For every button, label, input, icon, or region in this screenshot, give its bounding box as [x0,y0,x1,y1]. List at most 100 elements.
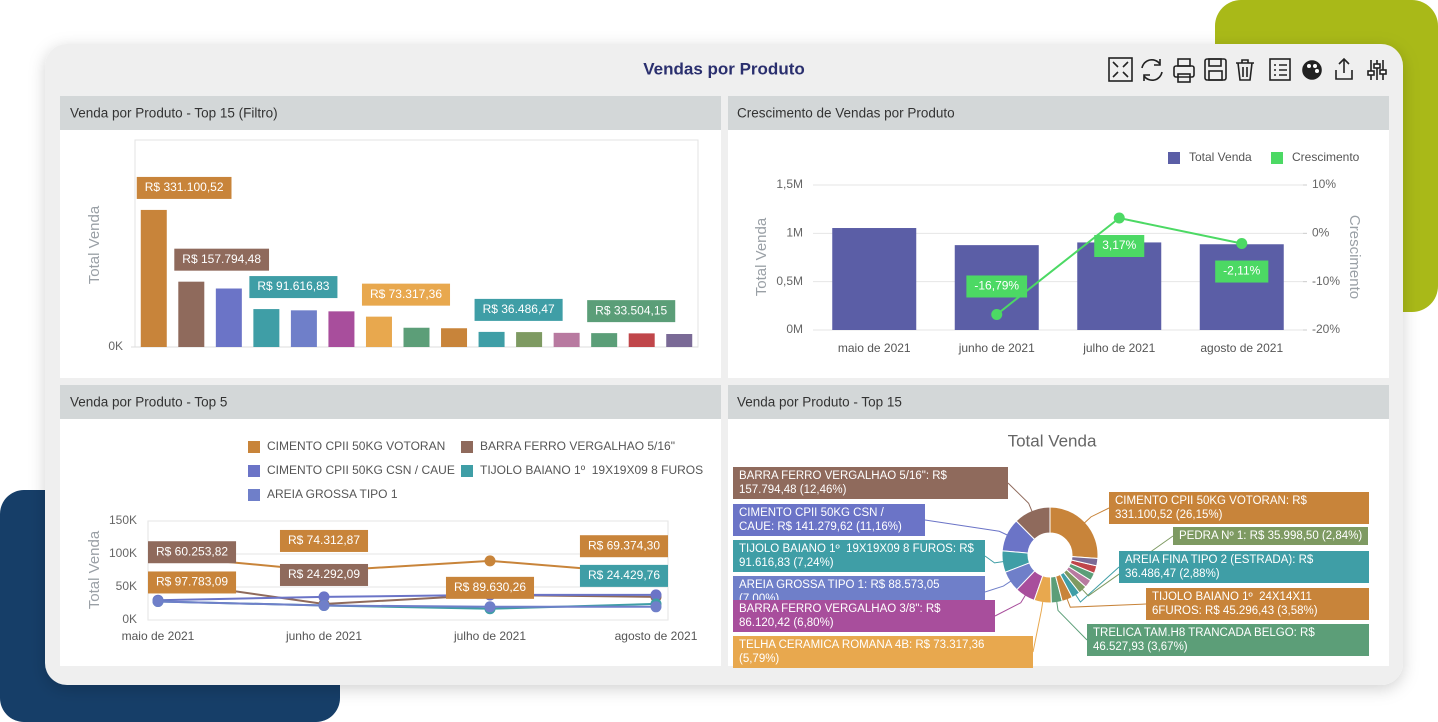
data-label-box [361,283,451,306]
data-label-text: R$ 33.504,15 [595,303,667,317]
legend-swatch [1168,152,1180,164]
pie-label: AREIA FINA TIPO 2 (ESTRADA): R$ 36.486,4… [1119,551,1369,583]
x-tick-label: junho de 2021 [958,341,1035,355]
data-label-text: R$ 74.312,87 [288,533,360,547]
data-label: R$ 24.429,76 [579,564,668,587]
legend-swatch [248,441,260,453]
bar [553,332,580,347]
bar [328,311,355,347]
panel: Venda por Produto - Top 5 [60,385,721,666]
data-label-text: R$ 36.486,47 [483,302,555,316]
pie-label: BARRA FERRO VERGALHAO 5/16": R$ 157.794,… [733,467,1008,499]
y-axis-title: Total Venda [86,530,103,609]
leader-line [924,519,1011,537]
legend-swatch [461,441,473,453]
series-point [991,308,1003,320]
series-point [484,601,496,613]
legend-label: Total Venda [1189,150,1252,164]
data-label: R$ 74.312,87 [279,529,369,552]
y-tick-label: 50K [116,579,137,593]
data-label-text: 3,17% [1102,238,1136,252]
series-point [1113,212,1125,224]
pie-label: CIMENTO CPII 50KG CSN / CAUE: R$ 141.279… [733,504,925,536]
data-label-box [587,300,676,323]
panel-header [60,385,721,419]
pie-label: CIMENTO CPII 50KG VOTORAN: R$ 331.100,52… [1109,492,1369,524]
theme-button[interactable] [1302,60,1322,80]
pie-label: BARRA FERRO VERGALHAO 3/8": R$ 86.120,42… [733,600,995,632]
bar [253,309,280,347]
data-label: R$ 73.317,36 [361,283,451,306]
data-label-box [148,571,237,594]
panel: Crescimento de Vendas por Produto [728,96,1389,378]
x-tick-label: agosto de 2021 [615,629,698,643]
save-button[interactable] [1204,58,1227,81]
data-label-text: R$ 24.292,09 [288,567,360,581]
leader-line [1055,598,1088,641]
data-label: R$ 89.630,26 [445,576,535,599]
list-button[interactable] [1269,58,1291,81]
leader-line [984,578,1014,593]
bar [1199,244,1284,330]
panel-title: Crescimento de Vendas por Produto [737,106,955,121]
data-label: R$ 69.374,30 [579,535,668,558]
pie-label: TELHA CERAMICA ROMANA 4B: R$ 73.317,36 (… [733,636,1033,668]
export-button[interactable] [1335,57,1353,80]
delete-button[interactable] [1236,59,1254,81]
bar [1077,242,1162,330]
data-label: R$ 36.486,47 [474,298,563,321]
y-tick-label: 100K [109,546,137,560]
y2-tick-label: 0% [1312,226,1330,240]
legend-label: BARRA FERRO VERGALHAO 5/16" [480,439,675,453]
data-label-box [579,535,668,558]
panel-body [60,385,721,666]
data-label-text: R$ 91.616,83 [257,279,329,293]
data-label-box [136,176,232,199]
data-label: R$ 24.292,09 [279,563,369,586]
legend-label: AREIA GROSSA TIPO 1 [267,487,398,501]
data-label-text: R$ 331.100,52 [145,180,224,194]
bar [832,228,917,330]
data-label-text: -16,79% [974,279,1019,293]
data-label-box [1215,260,1269,283]
refresh-button[interactable] [1141,59,1163,81]
print-button[interactable] [1173,58,1195,83]
legend-label: CIMENTO CPII 50KG CSN / CAUE [267,463,455,477]
bar [403,327,430,347]
panel-header [728,385,1389,419]
series-point [650,601,662,613]
y-axis-title: Total Venda [86,205,103,284]
data-label-text: R$ 60.253,82 [156,544,228,558]
x-tick-label: julho de 2021 [453,629,526,643]
pie-label: TIJOLO BAIANO 1º 24X14X11 6FUROS: R$ 45.… [1146,588,1369,620]
data-label-text: R$ 157.794,48 [182,252,261,266]
bar [290,310,317,347]
leader-line [984,555,1007,564]
series-point [650,589,662,601]
y-axis-title: Total Venda [753,217,770,296]
expand-button[interactable] [1108,57,1133,82]
settings-button[interactable] [1367,60,1387,80]
data-label-box [474,298,563,321]
series-line [157,554,657,576]
data-label-box [445,576,535,599]
data-label-box [579,564,668,587]
leader-line [1073,566,1120,603]
x-tick-label: maio de 2021 [838,341,911,355]
data-label: R$ 33.504,15 [587,300,676,323]
data-label-box [279,529,369,552]
x-tick-label: maio de 2021 [122,629,195,643]
x-tick-label: agosto de 2021 [1200,341,1283,355]
data-label: 3,17% [1094,235,1145,258]
data-label-text: R$ 89.630,26 [454,580,526,594]
bar [478,331,505,347]
leader-line [994,592,1028,617]
series-line [157,600,656,608]
data-label-text: R$ 73.317,36 [370,287,442,301]
pie-label: TIJOLO BAIANO 1º 19X19X09 8 FUROS: R$ 91… [733,540,985,572]
leader-line [1065,595,1147,608]
y-tick-label: 0M [786,322,803,336]
legend-swatch [461,465,473,477]
bar [516,332,543,347]
series-point [1236,238,1248,250]
